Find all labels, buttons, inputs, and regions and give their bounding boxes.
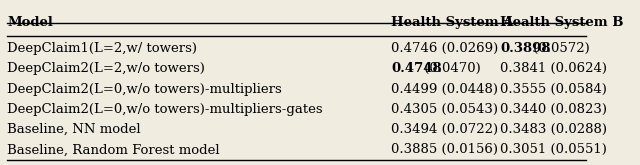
Text: (0.0470): (0.0470) — [420, 62, 480, 75]
Text: (0.0572): (0.0572) — [529, 42, 589, 55]
Text: 0.3555 (0.0584): 0.3555 (0.0584) — [500, 82, 607, 96]
Text: DeepClaim2(L=2,w/o towers): DeepClaim2(L=2,w/o towers) — [7, 62, 205, 75]
Text: 0.3051 (0.0551): 0.3051 (0.0551) — [500, 143, 607, 156]
Text: 0.3440 (0.0823): 0.3440 (0.0823) — [500, 103, 607, 116]
Text: Health System B: Health System B — [500, 16, 624, 29]
Text: 0.4746 (0.0269): 0.4746 (0.0269) — [391, 42, 499, 55]
Text: DeepClaim2(L=0,w/o towers)-multipliers: DeepClaim2(L=0,w/o towers)-multipliers — [7, 82, 282, 96]
Text: Baseline, Random Forest model: Baseline, Random Forest model — [7, 143, 220, 156]
Text: 0.4748: 0.4748 — [391, 62, 442, 75]
Text: 0.4499 (0.0448): 0.4499 (0.0448) — [391, 82, 498, 96]
Text: DeepClaim1(L=2,w/ towers): DeepClaim1(L=2,w/ towers) — [7, 42, 197, 55]
Text: 0.3494 (0.0722): 0.3494 (0.0722) — [391, 123, 499, 136]
Text: Health System A: Health System A — [391, 16, 514, 29]
Text: 0.3483 (0.0288): 0.3483 (0.0288) — [500, 123, 607, 136]
Text: 0.3841 (0.0624): 0.3841 (0.0624) — [500, 62, 607, 75]
Text: DeepClaim2(L=0,w/o towers)-multipliers-gates: DeepClaim2(L=0,w/o towers)-multipliers-g… — [7, 103, 323, 116]
Text: 0.4305 (0.0543): 0.4305 (0.0543) — [391, 103, 498, 116]
Text: 0.3885 (0.0156): 0.3885 (0.0156) — [391, 143, 498, 156]
Text: Baseline, NN model: Baseline, NN model — [7, 123, 141, 136]
Text: Model: Model — [7, 16, 53, 29]
Text: 0.3898: 0.3898 — [500, 42, 551, 55]
